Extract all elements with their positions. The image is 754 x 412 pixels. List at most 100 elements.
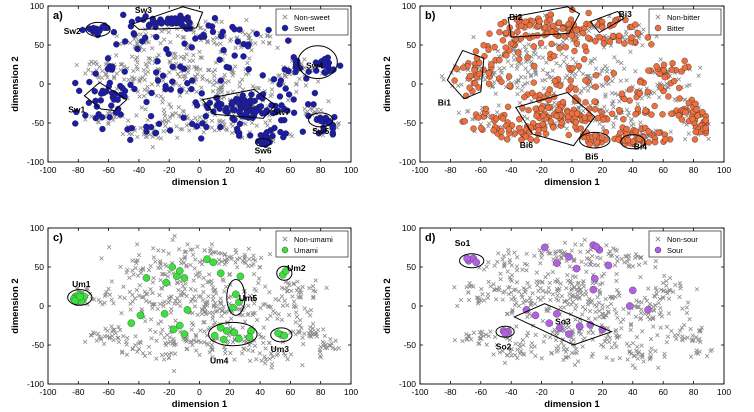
non-target-point	[161, 37, 167, 42]
non-target-point	[158, 277, 163, 283]
non-target-point	[235, 265, 240, 270]
target-point	[92, 27, 99, 35]
non-target-point	[150, 144, 155, 150]
x-tick-label: 40	[628, 165, 638, 175]
target-point	[451, 77, 458, 84]
cluster-outline	[514, 92, 596, 147]
non-target-point	[149, 82, 155, 87]
non-target-point	[690, 338, 695, 344]
non-target-point	[578, 103, 584, 108]
non-target-point	[143, 134, 148, 139]
non-target-point	[480, 292, 485, 297]
target-point	[486, 30, 493, 37]
non-target-point	[627, 264, 632, 269]
non-target-point	[237, 80, 243, 85]
non-target-point	[172, 233, 177, 239]
target-points	[463, 241, 652, 338]
non-target-point	[626, 253, 632, 258]
non-target-point	[603, 296, 608, 302]
non-target-point	[246, 347, 251, 353]
non-target-point	[162, 335, 167, 340]
non-target-point	[210, 285, 216, 290]
non-target-point	[460, 338, 465, 344]
target-point	[531, 311, 540, 320]
non-target-point	[168, 105, 174, 110]
non-target-point	[184, 293, 189, 299]
non-target-point	[587, 296, 592, 302]
non-target-point	[492, 263, 497, 268]
non-target-point	[219, 313, 224, 318]
non-target-point	[638, 310, 644, 316]
legend-marker	[655, 236, 661, 242]
non-target-point	[270, 354, 275, 359]
cluster-outline	[459, 253, 485, 269]
target-point	[467, 72, 474, 80]
target-point	[311, 89, 319, 97]
legend-box	[648, 8, 722, 36]
non-target-point	[94, 338, 99, 343]
non-target-point	[518, 348, 524, 354]
target-point	[565, 131, 572, 139]
non-target-point	[252, 286, 257, 292]
non-target-point	[98, 337, 104, 342]
target-point	[134, 45, 141, 53]
non-target-point	[595, 295, 600, 300]
non-target-point	[607, 335, 613, 341]
non-target-point	[132, 76, 137, 81]
non-target-point	[693, 335, 699, 340]
non-target-point	[638, 255, 643, 260]
non-target-point	[122, 295, 127, 301]
non-target-point	[148, 317, 154, 322]
target-point	[154, 58, 161, 65]
cluster-outline	[255, 138, 272, 147]
non-target-point	[575, 359, 581, 364]
non-target-point	[527, 295, 533, 300]
non-target-point	[269, 87, 275, 92]
non-target-point	[310, 284, 316, 289]
non-target-point	[452, 337, 458, 343]
non-target-point	[562, 250, 567, 255]
non-target-point	[590, 351, 595, 356]
non-target-point	[145, 117, 150, 123]
non-target-point	[572, 362, 578, 368]
non-target-point	[523, 66, 528, 71]
non-target-point	[529, 349, 534, 355]
legend-entry: Non-sour	[667, 235, 698, 244]
target-point	[546, 86, 553, 93]
target-point	[245, 333, 254, 342]
non-target-point	[138, 340, 143, 345]
non-target-point	[141, 294, 146, 300]
non-target-point	[209, 118, 215, 123]
target-point	[193, 102, 201, 109]
non-target-point	[547, 280, 553, 286]
non-target-point	[211, 250, 216, 255]
target-point	[202, 113, 209, 120]
target-point	[609, 33, 617, 40]
non-target-point	[115, 335, 120, 341]
target-point	[183, 25, 190, 32]
legend-entry: Non-umami	[294, 235, 333, 244]
target-point	[197, 33, 205, 41]
non-target-point	[694, 348, 699, 353]
target-point	[245, 66, 252, 73]
non-target-point	[496, 251, 501, 256]
non-target-point	[512, 352, 518, 358]
non-target-point	[586, 73, 592, 79]
target-point	[253, 30, 260, 38]
non-target-point	[293, 82, 299, 87]
non-target-point	[333, 347, 338, 352]
non-target-point	[102, 300, 107, 306]
target-point	[496, 28, 503, 36]
non-target-point	[664, 81, 669, 86]
non-target-point	[171, 340, 176, 345]
x-tick-label: -60	[102, 387, 115, 397]
target-point	[540, 243, 549, 252]
non-target-point	[74, 62, 79, 68]
non-target-point	[275, 316, 280, 321]
legend-entry: Sour	[667, 246, 683, 255]
non-target-point	[507, 260, 512, 265]
non-target-point	[616, 290, 621, 296]
non-target-point	[635, 344, 640, 349]
non-target-point	[162, 357, 167, 362]
